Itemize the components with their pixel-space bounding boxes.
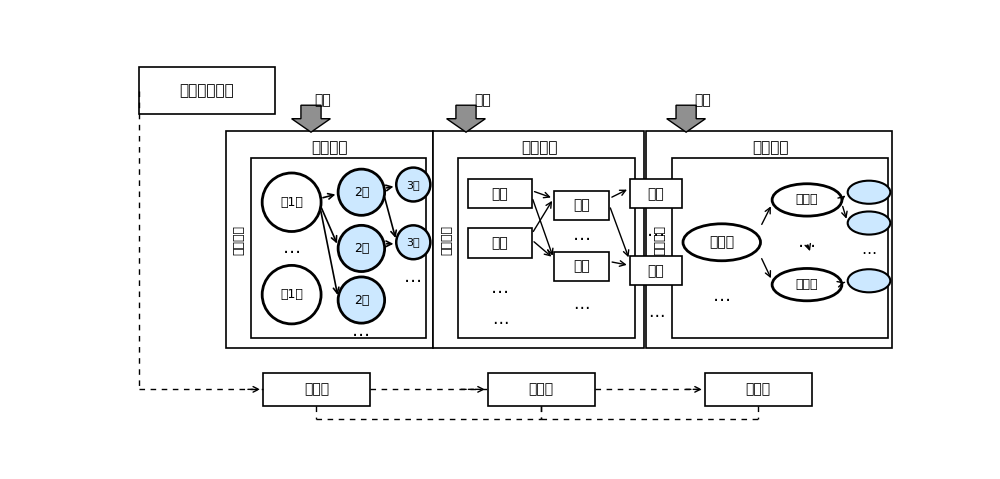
Text: 制造需求: 制造需求: [752, 140, 789, 155]
Text: 第1级: 第1级: [280, 288, 303, 301]
Bar: [554, 191, 609, 220]
Text: …: …: [798, 233, 816, 251]
Text: 过程组: 过程组: [709, 235, 734, 249]
Bar: [630, 256, 682, 285]
Text: 映射: 映射: [475, 93, 491, 107]
Text: …: …: [404, 268, 422, 286]
Ellipse shape: [683, 224, 761, 261]
Bar: [251, 158, 426, 338]
Text: …: …: [491, 279, 509, 297]
Text: 映射: 映射: [314, 93, 331, 107]
Text: 2级: 2级: [354, 294, 369, 307]
Circle shape: [262, 173, 321, 231]
Circle shape: [338, 225, 385, 272]
Text: 子过程: 子过程: [796, 278, 818, 291]
Text: …: …: [648, 303, 664, 320]
Text: 零件: 零件: [648, 187, 664, 201]
Circle shape: [396, 225, 430, 259]
Bar: [263, 373, 370, 406]
Text: …: …: [713, 287, 731, 305]
Text: 物理域: 物理域: [529, 382, 554, 396]
Bar: [705, 373, 812, 406]
Polygon shape: [447, 105, 485, 132]
Text: 子过程: 子过程: [796, 194, 818, 206]
Text: 部件: 部件: [573, 198, 590, 212]
Text: 早期故障特征: 早期故障特征: [179, 83, 234, 98]
Ellipse shape: [772, 184, 842, 216]
Bar: [468, 228, 532, 258]
Text: …: …: [573, 295, 590, 313]
Text: …: …: [572, 226, 591, 244]
Circle shape: [338, 277, 385, 323]
Text: 组件: 组件: [492, 236, 508, 250]
Text: 过程域: 过程域: [746, 382, 771, 396]
Bar: [554, 251, 609, 281]
Polygon shape: [667, 105, 705, 132]
Bar: [458, 158, 635, 338]
Circle shape: [338, 169, 385, 216]
Bar: [672, 158, 888, 338]
Circle shape: [262, 265, 321, 324]
Ellipse shape: [772, 268, 842, 301]
Bar: [468, 179, 532, 208]
Bar: [433, 131, 644, 348]
Ellipse shape: [848, 181, 890, 204]
Text: 设计需求: 设计需求: [311, 140, 348, 155]
Bar: [630, 179, 682, 208]
Bar: [488, 373, 595, 406]
Ellipse shape: [848, 212, 890, 235]
Text: …: …: [647, 222, 665, 240]
Text: 物理特征: 物理特征: [653, 225, 666, 255]
Text: 2级: 2级: [354, 186, 369, 199]
Bar: [646, 131, 892, 348]
Text: …: …: [283, 240, 301, 257]
Text: 2级: 2级: [354, 242, 369, 255]
Text: 零件: 零件: [648, 264, 664, 278]
Bar: [226, 131, 433, 348]
Text: 3级: 3级: [406, 237, 420, 247]
Text: 部件: 部件: [573, 259, 590, 273]
Ellipse shape: [848, 269, 890, 292]
Text: 组件: 组件: [492, 187, 508, 201]
Text: …: …: [492, 310, 508, 328]
Polygon shape: [292, 105, 330, 132]
Text: 零件特性: 零件特性: [521, 140, 558, 155]
Bar: [139, 67, 275, 114]
Text: 功能域: 功能域: [304, 382, 329, 396]
Text: 映射: 映射: [694, 93, 711, 107]
Text: …: …: [861, 242, 877, 258]
Text: 顾客需求: 顾客需求: [232, 225, 245, 255]
Text: …: …: [352, 322, 370, 340]
Circle shape: [396, 168, 430, 202]
Text: 3级: 3级: [406, 180, 420, 190]
Text: 设计特征: 设计特征: [440, 225, 453, 255]
Text: 第1级: 第1级: [280, 196, 303, 209]
